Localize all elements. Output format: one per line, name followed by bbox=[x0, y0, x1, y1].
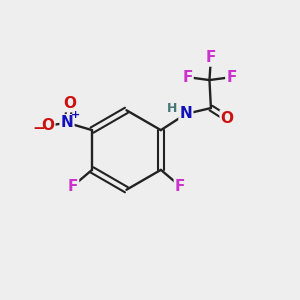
Text: F: F bbox=[175, 178, 185, 194]
Text: F: F bbox=[182, 70, 193, 85]
Text: O: O bbox=[63, 96, 76, 111]
Text: F: F bbox=[226, 70, 237, 85]
Text: O: O bbox=[41, 118, 54, 133]
Text: F: F bbox=[68, 178, 78, 194]
Text: H: H bbox=[167, 101, 177, 115]
Text: O: O bbox=[220, 111, 234, 126]
Text: F: F bbox=[206, 50, 216, 65]
Text: +: + bbox=[71, 110, 80, 119]
Text: N: N bbox=[61, 115, 74, 130]
Text: N: N bbox=[179, 106, 192, 122]
Text: −: − bbox=[33, 121, 45, 136]
